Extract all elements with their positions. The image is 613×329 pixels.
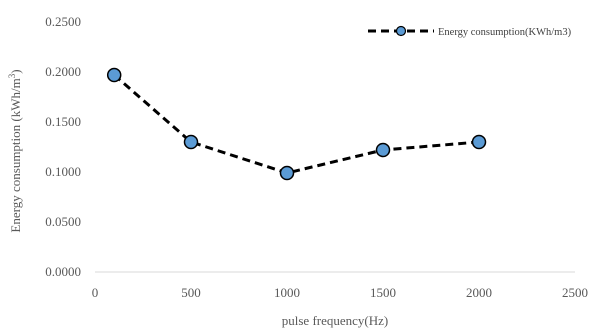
x-tick-label: 0	[92, 285, 99, 300]
x-tick-label: 2000	[466, 285, 492, 300]
data-point	[375, 142, 391, 158]
x-axis-title: pulse frequency(Hz)	[282, 313, 388, 328]
y-tick-label: 0.2500	[45, 14, 81, 29]
legend-marker	[395, 25, 407, 37]
y-axis-ticks: 0.0000 0.0500 0.1000 0.1500 0.2000 0.2500	[45, 14, 81, 279]
y-tick-label: 0.1000	[45, 164, 81, 179]
y-tick-label: 0.0500	[45, 214, 81, 229]
series-line	[113, 73, 480, 175]
y-tick-label: 0.2000	[45, 64, 81, 79]
legend: Energy consumption(KWh/m3)	[368, 25, 572, 38]
data-point	[471, 134, 487, 150]
data-point	[106, 67, 122, 83]
data-point	[183, 134, 199, 150]
data-point	[279, 165, 295, 181]
series-group	[106, 67, 487, 181]
legend-label: Energy consumption(KWh/m3)	[438, 27, 572, 38]
x-tick-label: 1500	[370, 285, 396, 300]
y-axis-title: Energy consumption (kWh/m3)	[7, 69, 23, 232]
x-tick-label: 2500	[562, 285, 588, 300]
x-tick-label: 500	[181, 285, 201, 300]
x-axis-ticks: 0 500 1000 1500 2000 2500	[92, 285, 588, 300]
x-tick-label: 1000	[274, 285, 300, 300]
y-tick-label: 0.0000	[45, 264, 81, 279]
y-tick-label: 0.1500	[45, 114, 81, 129]
